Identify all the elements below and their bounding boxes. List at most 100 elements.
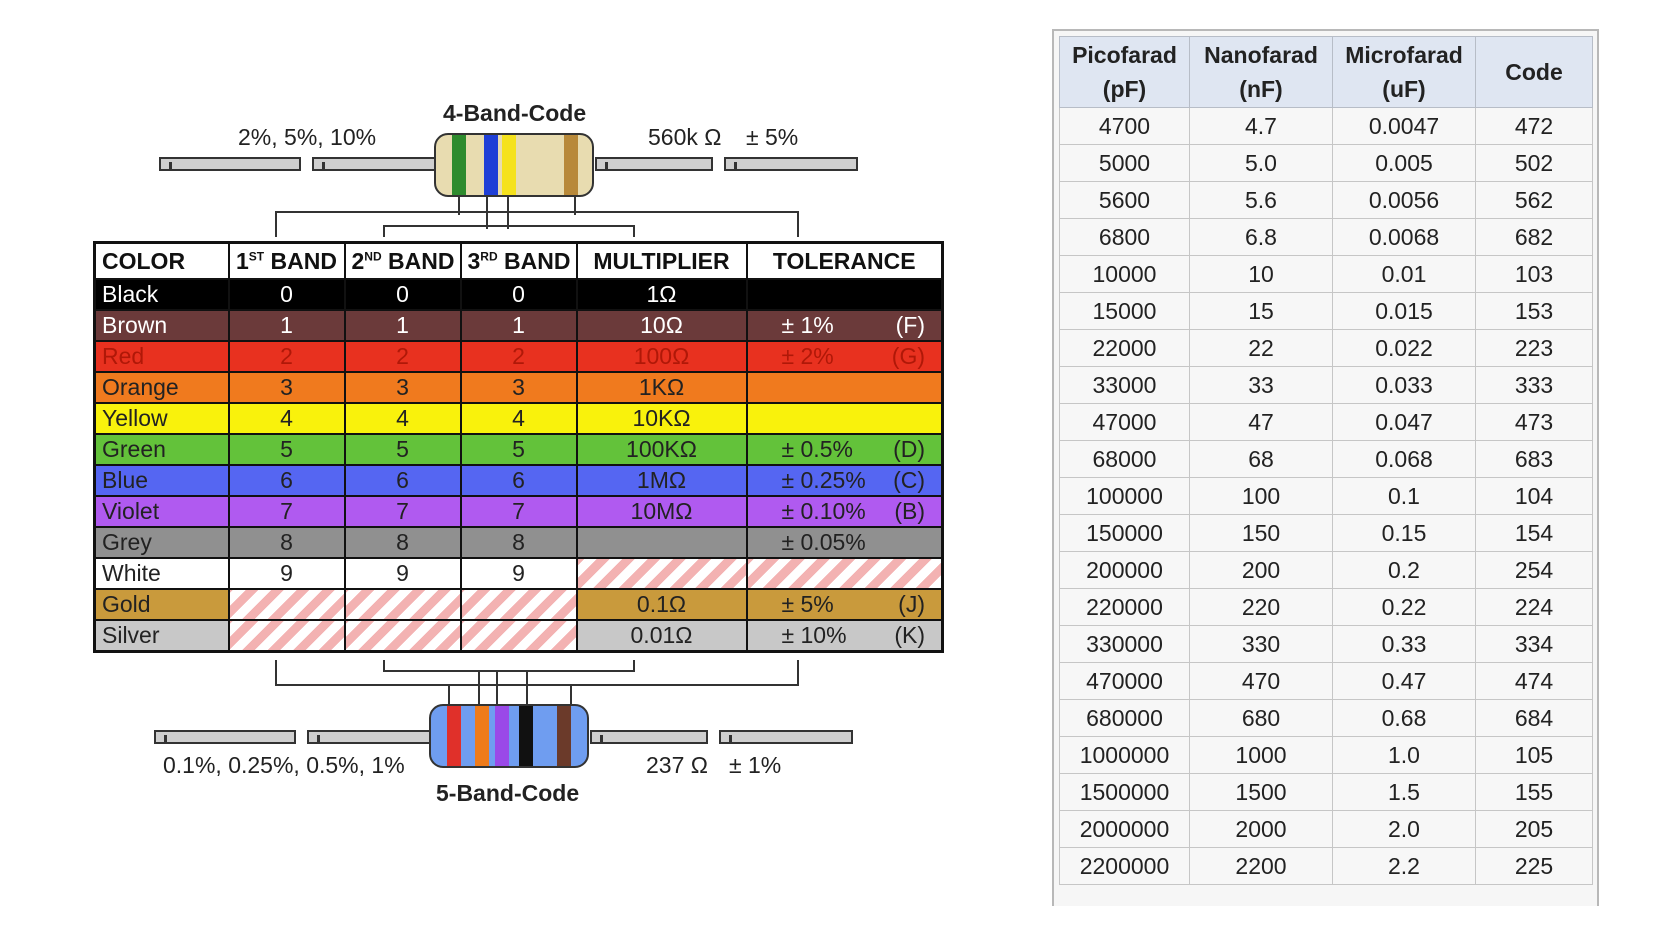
band-3-value: 6 — [459, 464, 578, 497]
band-2-value: 1 — [343, 309, 462, 342]
band-3-value: 8 — [459, 526, 578, 559]
nanofarad-value: 1000 — [1189, 736, 1333, 774]
microfarad-value: 2.0 — [1332, 810, 1476, 848]
table-row: 470000 470 0.47 474 — [1059, 662, 1593, 700]
code-value: 684 — [1475, 699, 1593, 737]
nanofarad-value: 4.7 — [1189, 107, 1333, 145]
code-value: 154 — [1475, 514, 1593, 552]
table-row: 150000 150 0.15 154 — [1059, 514, 1593, 552]
picofarad-value: 33000 — [1059, 366, 1190, 404]
tolerance-letter: (F) — [895, 312, 925, 338]
code-value: 223 — [1475, 329, 1593, 367]
microfarad-value: 0.1 — [1332, 477, 1476, 515]
five-band-title: 5-Band-Code — [436, 780, 580, 806]
nanofarad-value: 100 — [1189, 477, 1333, 515]
color-row-brown: Brown 1 1 1 10Ω ± 1% (F) — [93, 309, 944, 342]
band-2-value: 0 — [343, 278, 462, 311]
tolerance-percent: ± 2% — [781, 343, 834, 369]
color-row-gold: Gold 0.1Ω ± 5% (J) — [93, 588, 944, 621]
code-value: 683 — [1475, 440, 1593, 478]
table-row: 33000 33 0.033 333 — [1059, 366, 1593, 404]
band-3-value: 0 — [459, 278, 578, 311]
table-row: 100000 100 0.1 104 — [1059, 477, 1593, 515]
header-color: COLOR — [93, 241, 230, 280]
multiplier-value: 0.1Ω — [575, 588, 748, 621]
tolerance-percent: ± 0.05% — [781, 529, 866, 555]
four-band-tolerance-range: 2%, 5%, 10% — [238, 124, 377, 150]
tolerance-value: ± 1% (F) — [745, 309, 944, 342]
table-row: 2000000 2000 2.0 205 — [1059, 810, 1593, 848]
nanofarad-value: 5.6 — [1189, 181, 1333, 219]
nanofarad-value: 33 — [1189, 366, 1333, 404]
microfarad-value: 0.22 — [1332, 588, 1476, 626]
multiplier-value — [575, 526, 748, 559]
microfarad-value: 0.15 — [1332, 514, 1476, 552]
header-band-1: 1ST BAND — [227, 241, 346, 280]
color-row-black: Black 0 0 0 1Ω — [93, 278, 944, 311]
band-2-value: 9 — [343, 557, 462, 590]
color-row-green: Green 5 5 5 100KΩ ± 0.5% (D) — [93, 433, 944, 466]
resistor-lead — [724, 157, 858, 171]
tolerance-letter: (J) — [898, 591, 925, 617]
code-value: 155 — [1475, 773, 1593, 811]
code-value: 225 — [1475, 847, 1593, 885]
microfarad-value: 1.5 — [1332, 773, 1476, 811]
multiplier-value: 100Ω — [575, 340, 748, 373]
color-name: Violet — [93, 495, 230, 528]
connector-line — [496, 670, 498, 708]
picofarad-value: 22000 — [1059, 329, 1190, 367]
code-value: 105 — [1475, 736, 1593, 774]
resistor-color-table: COLOR 1ST BAND 2ND BAND 3RD BAND MULTIPL… — [93, 241, 944, 653]
band-1-value: 7 — [227, 495, 346, 528]
tolerance-value: ± 10% (K) — [745, 619, 944, 653]
band-2-value: 2 — [343, 340, 462, 373]
color-name: White — [93, 557, 230, 590]
code-value: 334 — [1475, 625, 1593, 663]
tolerance-letter: (K) — [894, 622, 925, 648]
color-name: Silver — [93, 619, 230, 653]
four-band-example-tolerance: ± 5% — [746, 124, 799, 150]
band-1-value: 4 — [227, 402, 346, 435]
band-2-value: 8 — [343, 526, 462, 559]
color-name: Brown — [93, 309, 230, 342]
color-row-grey: Grey 8 8 8 ± 0.05% — [93, 526, 944, 559]
microfarad-value: 2.2 — [1332, 847, 1476, 885]
header-picofarad: Picofarad (pF) — [1059, 36, 1190, 108]
tolerance-letter: (B) — [894, 498, 925, 524]
tolerance-value — [745, 402, 944, 435]
multiplier-value: 1KΩ — [575, 371, 748, 404]
code-value: 474 — [1475, 662, 1593, 700]
resistor-lead — [719, 730, 853, 744]
microfarad-value: 0.0047 — [1332, 107, 1476, 145]
color-row-yellow: Yellow 4 4 4 10KΩ — [93, 402, 944, 435]
four-band-example-value: 560k Ω — [648, 124, 722, 150]
color-row-white: White 9 9 9 — [93, 557, 944, 590]
table-row: 2200000 2200 2.2 225 — [1059, 847, 1593, 885]
nanofarad-value: 15 — [1189, 292, 1333, 330]
table-row: 200000 200 0.2 254 — [1059, 551, 1593, 589]
picofarad-value: 10000 — [1059, 255, 1190, 293]
code-value: 502 — [1475, 144, 1593, 182]
band-3-value: 1 — [459, 309, 578, 342]
table-row: 5000 5.0 0.005 502 — [1059, 144, 1593, 182]
tolerance-percent: ± 1% — [781, 312, 834, 338]
microfarad-value: 0.0068 — [1332, 218, 1476, 256]
tolerance-value: ± 0.05% — [745, 526, 944, 559]
code-value: 205 — [1475, 810, 1593, 848]
header-band-3: 3RD BAND — [459, 241, 578, 280]
color-row-silver: Silver 0.01Ω ± 10% (K) — [93, 619, 944, 653]
table-row: 1000000 1000 1.0 105 — [1059, 736, 1593, 774]
color-name: Red — [93, 340, 230, 373]
code-value: 333 — [1475, 366, 1593, 404]
band-3-value: 5 — [459, 433, 578, 466]
band-3-value: 3 — [459, 371, 578, 404]
band-2-value — [343, 619, 462, 653]
nanofarad-value: 2200 — [1189, 847, 1333, 885]
code-value: 562 — [1475, 181, 1593, 219]
table-row: 5600 5.6 0.0056 562 — [1059, 181, 1593, 219]
multiplier-value — [575, 557, 748, 590]
picofarad-value: 1500000 — [1059, 773, 1190, 811]
microfarad-value: 0.015 — [1332, 292, 1476, 330]
tolerance-value: ± 2% (G) — [745, 340, 944, 373]
tolerance-percent: ± 0.25% — [781, 467, 866, 493]
